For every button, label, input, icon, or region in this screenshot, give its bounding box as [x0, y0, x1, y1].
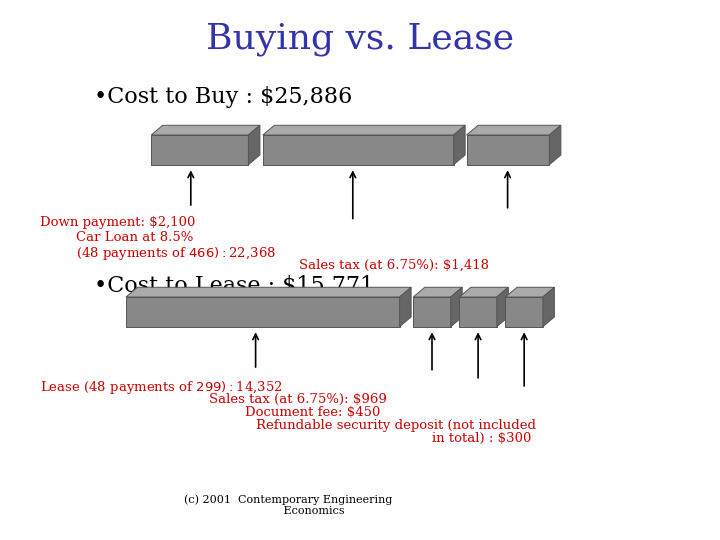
Polygon shape [543, 287, 554, 327]
Polygon shape [126, 287, 411, 297]
Polygon shape [413, 297, 451, 327]
Polygon shape [459, 287, 508, 297]
Text: •Cost to Buy : $25,886: •Cost to Buy : $25,886 [94, 86, 352, 109]
Polygon shape [151, 135, 248, 165]
Polygon shape [467, 135, 549, 165]
Text: Document fee: $450: Document fee: $450 [245, 406, 380, 419]
Polygon shape [454, 125, 465, 165]
Polygon shape [497, 287, 508, 327]
Text: Lease (48 payments of $299) : $14,352: Lease (48 payments of $299) : $14,352 [40, 379, 282, 396]
Polygon shape [505, 297, 543, 327]
Text: in total) : $300: in total) : $300 [432, 432, 531, 445]
Polygon shape [467, 125, 561, 135]
Text: Car Loan at 8.5%: Car Loan at 8.5% [76, 231, 193, 244]
Polygon shape [459, 297, 497, 327]
Text: Down payment: $2,100: Down payment: $2,100 [40, 216, 195, 229]
Polygon shape [263, 125, 465, 135]
Polygon shape [400, 287, 411, 327]
Polygon shape [505, 287, 554, 297]
Text: Refundable security deposit (not included: Refundable security deposit (not include… [256, 418, 536, 431]
Polygon shape [413, 287, 462, 297]
Polygon shape [263, 135, 454, 165]
Polygon shape [126, 297, 400, 327]
Polygon shape [151, 125, 260, 135]
Text: (c) 2001  Contemporary Engineering
               Economics: (c) 2001 Contemporary Engineering Econom… [184, 494, 392, 516]
Text: (48 payments of $466): $22,368: (48 payments of $466): $22,368 [76, 245, 276, 261]
Polygon shape [549, 125, 561, 165]
Polygon shape [248, 125, 260, 165]
Polygon shape [451, 287, 462, 327]
Text: Buying vs. Lease: Buying vs. Lease [206, 22, 514, 56]
Text: Sales tax (at 6.75%): $1,418: Sales tax (at 6.75%): $1,418 [299, 259, 489, 272]
Text: Sales tax (at 6.75%): $969: Sales tax (at 6.75%): $969 [209, 393, 387, 406]
Text: •Cost to Lease : $15,771: •Cost to Lease : $15,771 [94, 275, 374, 298]
